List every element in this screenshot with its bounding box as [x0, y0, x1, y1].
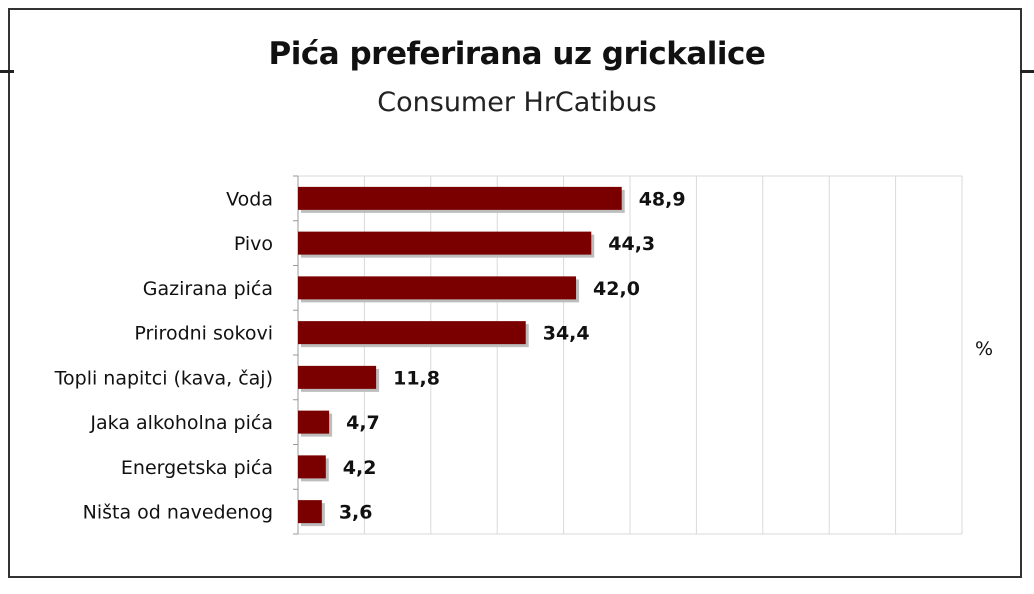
- unit-label: %: [975, 338, 993, 360]
- bar: [298, 500, 322, 524]
- category-label: Voda: [226, 188, 273, 210]
- bar: [298, 321, 526, 345]
- bar: [298, 231, 592, 255]
- value-label: 42,0: [593, 278, 640, 300]
- right-edge-line: [1020, 70, 1034, 73]
- chart-subtitle: Consumer HrCatibus: [377, 87, 657, 118]
- category-label: Gazirana pića: [143, 278, 273, 300]
- category-label: Jaka alkoholna pića: [89, 412, 273, 434]
- value-label: 44,3: [608, 233, 655, 255]
- category-label: Pivo: [234, 233, 273, 255]
- value-label: 34,4: [543, 323, 590, 345]
- category-label: Ništa od navedenog: [83, 502, 273, 524]
- category-label: Prirodni sokovi: [134, 323, 273, 345]
- chart-title: Pića preferirana uz grickalice: [268, 36, 766, 72]
- value-label: 48,9: [639, 188, 686, 210]
- value-label: 4,2: [343, 457, 377, 479]
- value-label: 4,7: [346, 412, 380, 434]
- value-label: 3,6: [339, 502, 373, 524]
- bar: [298, 455, 326, 479]
- bar: [298, 186, 622, 210]
- left-edge-line: [0, 70, 14, 73]
- value-label: 11,8: [393, 367, 440, 389]
- category-label: Topli napitci (kava, čaj): [54, 367, 273, 389]
- bar: [298, 365, 377, 389]
- bar: [298, 410, 330, 434]
- category-label: Energetska pića: [121, 457, 273, 479]
- bar: [298, 276, 577, 300]
